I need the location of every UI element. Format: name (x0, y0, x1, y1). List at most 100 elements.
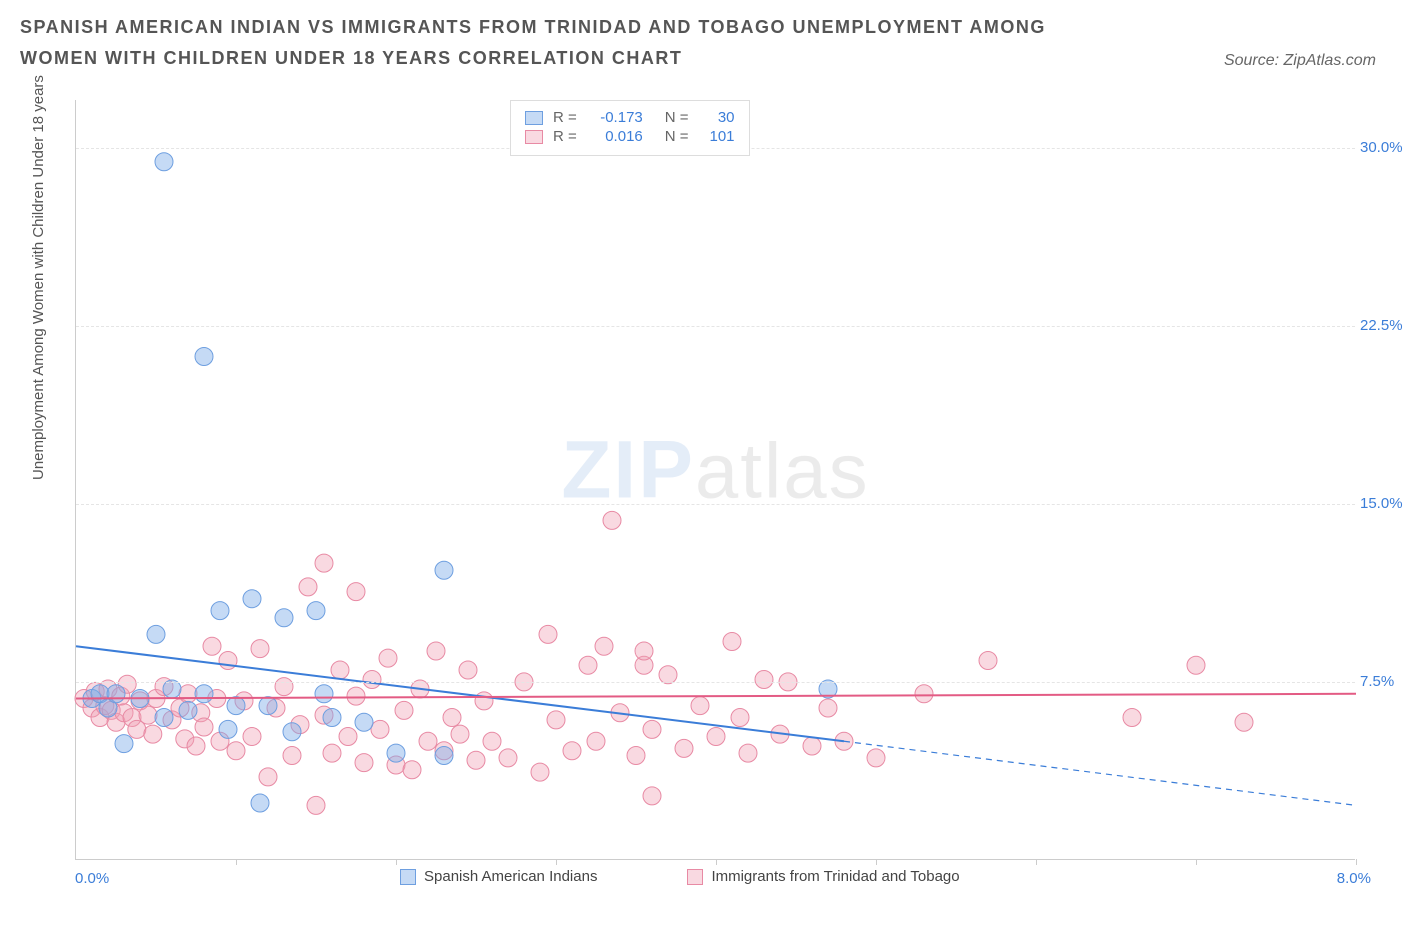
data-point (475, 692, 493, 710)
data-point (323, 709, 341, 727)
data-point (243, 728, 261, 746)
data-point (1123, 709, 1141, 727)
data-point (675, 739, 693, 757)
data-point (203, 637, 221, 655)
data-point (387, 744, 405, 762)
y-tick-label: 30.0% (1360, 139, 1406, 156)
data-point (427, 642, 445, 660)
source-attribution: Source: ZipAtlas.com (1224, 52, 1376, 70)
data-point (459, 661, 477, 679)
data-point (283, 747, 301, 765)
x-tick (236, 859, 237, 865)
data-point (355, 713, 373, 731)
data-point (299, 578, 317, 596)
source-name: ZipAtlas.com (1284, 52, 1376, 69)
data-point (723, 633, 741, 651)
correlation-legend: R =-0.173N =30R =0.016N =101 (510, 100, 750, 156)
data-point (179, 701, 197, 719)
data-point (691, 697, 709, 715)
data-point (707, 728, 725, 746)
data-point (1235, 713, 1253, 731)
series-legend: Spanish American IndiansImmigrants from … (400, 868, 960, 885)
data-point (443, 709, 461, 727)
data-point (467, 751, 485, 769)
data-point (643, 720, 661, 738)
data-point (315, 554, 333, 572)
y-tick-label: 7.5% (1360, 673, 1406, 690)
legend-row: R =0.016N =101 (525, 128, 735, 145)
x-tick (876, 859, 877, 865)
data-point (195, 685, 213, 703)
legend-n-label: N = (665, 128, 689, 145)
data-point (435, 561, 453, 579)
data-point (483, 732, 501, 750)
data-point (219, 720, 237, 738)
y-axis-label: Unemployment Among Women with Children U… (30, 75, 47, 480)
data-point (307, 602, 325, 620)
legend-row: R =-0.173N =30 (525, 109, 735, 126)
data-point (1187, 656, 1205, 674)
data-point (803, 737, 821, 755)
chart-title: SPANISH AMERICAN INDIAN VS IMMIGRANTS FR… (20, 12, 1120, 73)
data-point (371, 720, 389, 738)
data-point (251, 794, 269, 812)
data-point (107, 685, 125, 703)
legend-swatch (525, 111, 543, 125)
data-point (419, 732, 437, 750)
data-point (307, 796, 325, 814)
legend-r-label: R = (553, 128, 577, 145)
data-point (435, 747, 453, 765)
data-point (187, 737, 205, 755)
data-point (347, 583, 365, 601)
data-point (227, 697, 245, 715)
data-point (531, 763, 549, 781)
data-point (339, 728, 357, 746)
legend-n-value: 30 (699, 109, 735, 126)
series-legend-item: Spanish American Indians (400, 868, 597, 885)
x-tick (1036, 859, 1037, 865)
data-point (155, 153, 173, 171)
data-point (579, 656, 597, 674)
data-point (403, 761, 421, 779)
data-point (635, 642, 653, 660)
data-point (347, 687, 365, 705)
data-point (115, 735, 133, 753)
x-axis-start-label: 0.0% (75, 870, 109, 887)
x-tick (1356, 859, 1357, 865)
data-point (739, 744, 757, 762)
data-point (331, 661, 349, 679)
data-point (587, 732, 605, 750)
data-point (259, 697, 277, 715)
data-point (283, 723, 301, 741)
legend-n-value: 101 (699, 128, 735, 145)
data-point (355, 754, 373, 772)
data-point (211, 602, 229, 620)
legend-swatch (525, 130, 543, 144)
data-point (179, 685, 197, 703)
plot-area: ZIPatlas 7.5%15.0%22.5%30.0% (75, 100, 1355, 860)
legend-r-label: R = (553, 109, 577, 126)
data-point (275, 609, 293, 627)
data-point (915, 685, 933, 703)
y-tick-label: 15.0% (1360, 495, 1406, 512)
data-point (144, 725, 162, 743)
data-point (379, 649, 397, 667)
gridline (76, 504, 1355, 505)
data-point (243, 590, 261, 608)
x-axis-end-label: 8.0% (1337, 870, 1371, 887)
data-point (363, 671, 381, 689)
data-point (259, 768, 277, 786)
legend-r-value: -0.173 (587, 109, 643, 126)
source-prefix: Source: (1224, 52, 1284, 69)
data-point (139, 706, 157, 724)
data-point (547, 711, 565, 729)
data-point (251, 640, 269, 658)
legend-swatch (400, 869, 416, 885)
data-point (595, 637, 613, 655)
gridline (76, 682, 1355, 683)
data-point (451, 725, 469, 743)
data-point (395, 701, 413, 719)
x-tick (716, 859, 717, 865)
x-tick (556, 859, 557, 865)
data-point (819, 699, 837, 717)
